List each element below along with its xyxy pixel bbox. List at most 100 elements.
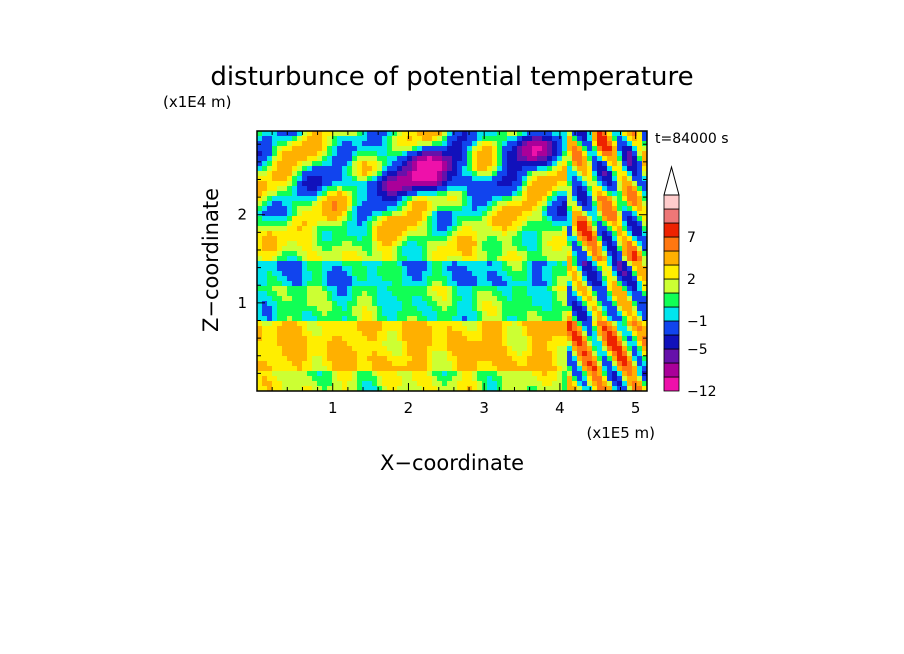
contour-cell [642,386,647,391]
contour-cell [632,281,638,287]
contour-cell [457,301,463,307]
contour-cell [637,216,643,222]
contour-cell [632,326,638,332]
contour-cell [442,361,448,367]
contour-cell [552,356,558,362]
contour-cell [627,351,633,357]
contour-cell [497,196,503,202]
contour-cell [412,151,418,157]
contour-cell [367,211,373,217]
contour-cell [382,226,388,232]
contour-cell [297,141,303,147]
contour-cell [347,186,353,192]
contour-cell [357,371,363,377]
contour-cell [362,166,368,172]
contour-cell [442,346,448,352]
contour-cell [612,221,618,227]
contour-cell [447,371,453,377]
contour-cell [372,326,378,332]
contour-cell [632,336,638,342]
contour-cell [562,196,568,202]
contour-cell [282,286,288,292]
contour-cell [362,151,368,157]
contour-cell [517,186,523,192]
contour-cell [447,286,453,292]
contour-cell [622,131,628,137]
contour-cell [477,231,483,237]
contour-cell [642,366,647,372]
contour-cell [587,256,593,262]
contour-cell [577,231,583,237]
contour-cell [372,146,378,152]
contour-cell [362,171,368,177]
contour-cell [532,386,538,391]
contour-cell [527,241,533,247]
contour-cell [487,361,493,367]
contour-cell [522,161,528,167]
contour-cell [337,306,343,312]
contour-cell [367,271,373,277]
contour-cell [282,341,288,347]
contour-cell [587,321,593,327]
contour-cell [432,191,438,197]
contour-cell [382,381,388,387]
contour-cell [477,271,483,277]
contour-cell [557,361,563,367]
contour-cell [317,286,323,292]
contour-cell [402,141,408,147]
contour-cell [277,176,283,182]
contour-cell [522,196,528,202]
contour-cell [517,296,523,302]
contour-cell [502,276,508,282]
contour-cell [602,381,608,387]
contour-cell [592,131,598,137]
contour-cell [272,316,278,322]
contour-cell [257,321,263,327]
contour-cell [437,316,443,322]
contour-cell [302,301,308,307]
contour-cell [287,131,293,137]
contour-cell [422,236,428,242]
contour-cell [542,351,548,357]
contour-cell [502,156,508,162]
contour-cell [597,321,603,327]
contour-cell [607,366,613,372]
contour-cell [522,336,528,342]
contour-cell [367,251,373,257]
contour-cell [427,231,433,237]
contour-cell [582,136,588,142]
contour-cell [472,186,478,192]
contour-cell [302,326,308,332]
contour-cell [367,326,373,332]
contour-cell [567,381,573,387]
contour-cell [417,246,423,252]
contour-cell [477,136,483,142]
contour-cell [607,201,613,207]
contour-cell [477,301,483,307]
contour-cell [402,326,408,332]
contour-cell [397,176,403,182]
contour-cell [377,221,383,227]
contour-cell [417,166,423,172]
contour-cell [582,236,588,242]
contour-cell [427,316,433,322]
contour-cell [577,216,583,222]
contour-cell [337,186,343,192]
contour-cell [297,351,303,357]
contour-cell [302,246,308,252]
contour-cell [412,211,418,217]
contour-cell [262,236,268,242]
contour-cell [472,286,478,292]
contour-cell [467,211,473,217]
contour-cell [452,136,458,142]
contour-cell [542,186,548,192]
contour-cell [552,256,558,262]
contour-cell [642,361,647,367]
contour-cell [482,251,488,257]
contour-cell [437,141,443,147]
contour-cell [307,251,313,257]
contour-cell [567,336,573,342]
contour-cell [472,336,478,342]
contour-cell [537,261,543,267]
contour-cell [542,251,548,257]
